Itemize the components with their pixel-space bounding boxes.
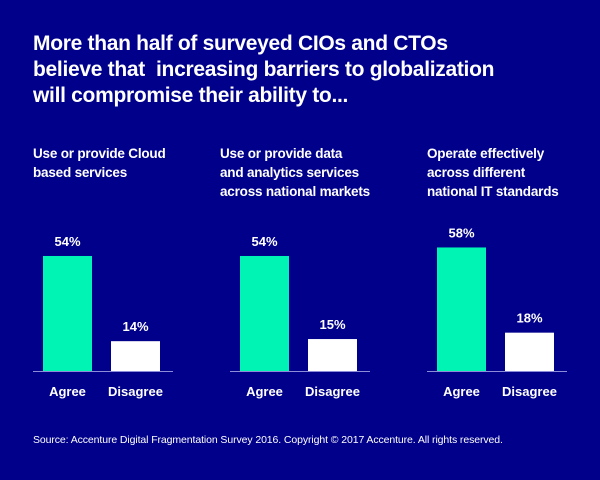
category-label: Agree: [443, 384, 480, 399]
panel-title-line: across different: [427, 165, 526, 180]
chart-title: More than half of surveyed CIOs and CTOs…: [33, 31, 593, 109]
panel-it-standards: 58% Agree 18% Disagree: [427, 225, 567, 399]
category-label: Disagree: [305, 384, 360, 399]
bar-disagree: [111, 341, 160, 371]
source-note: Source: Accenture Digital Fragmentation …: [33, 434, 503, 446]
title-line: believe that increasing barriers to glob…: [33, 58, 495, 81]
panel-title-line: across national markets: [220, 184, 370, 199]
panel-title-line: based services: [33, 165, 128, 180]
bar-disagree: [308, 339, 357, 371]
panel-title-it-standards: Operate effectively across different nat…: [427, 144, 600, 201]
panel-title-cloud: Use or provide Cloud based services: [33, 144, 223, 182]
category-label: Disagree: [502, 384, 557, 399]
panel-cloud: 54% Agree 14% Disagree: [33, 234, 173, 399]
bar-disagree: [505, 332, 554, 371]
bar-agree: [437, 247, 486, 371]
bar-agree: [240, 255, 289, 371]
category-label: Agree: [49, 384, 86, 399]
panel-title-line: Use or provide data: [220, 146, 343, 161]
title-line: More than half of surveyed CIOs and CTOs: [33, 32, 448, 55]
panel-title-line: and analytics services: [220, 165, 359, 180]
value-label: 58%: [448, 225, 474, 240]
panel-data-analytics: 54% Agree 15% Disagree: [230, 234, 370, 399]
category-label: Agree: [246, 384, 283, 399]
panel-title-data-analytics: Use or provide data and analytics servic…: [220, 144, 410, 201]
title-line: will compromise their ability to...: [33, 84, 349, 107]
value-label: 54%: [251, 234, 277, 249]
value-label: 14%: [122, 319, 148, 334]
value-label: 54%: [54, 234, 80, 249]
category-label: Disagree: [108, 384, 163, 399]
panel-title-line: Use or provide Cloud: [33, 146, 166, 161]
panel-title-line: national IT standards: [427, 184, 559, 199]
bar-agree: [43, 255, 92, 371]
panel-title-line: Operate effectively: [427, 146, 545, 161]
value-label: 18%: [516, 311, 542, 326]
value-label: 15%: [319, 317, 345, 332]
